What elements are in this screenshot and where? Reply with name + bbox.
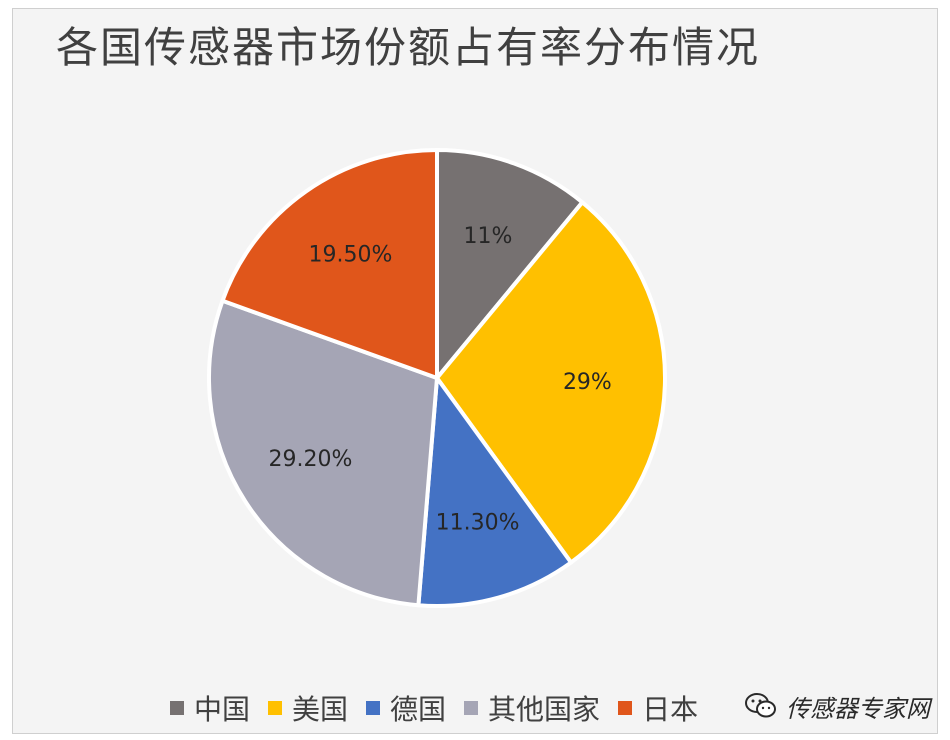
watermark-text: 传感器专家网 [786, 694, 930, 723]
legend-item-5: 日本 [618, 688, 698, 728]
chart-title: 各国传感器市场份额占有率分布情况 [56, 23, 761, 72]
wechat-icon [745, 693, 776, 718]
chart-legend: 中国 美国 德国 其他国家 日本 [170, 690, 698, 726]
legend-label: 中国 [194, 693, 251, 726]
legend-swatch [268, 701, 283, 715]
data-label-5: 19.50% [309, 242, 393, 267]
legend-label: 德国 [390, 693, 447, 726]
legend-swatch [170, 701, 184, 715]
data-label-2: 29% [563, 370, 612, 395]
legend-label: 其他国家 [488, 693, 601, 726]
data-label-4: 29.20% [269, 447, 353, 472]
pie-slice-5 [220, 148, 439, 380]
pie-slice-1 [435, 148, 585, 380]
legend-item-2: 美国 [268, 688, 348, 728]
legend-swatch [464, 701, 479, 715]
legend-swatch [618, 701, 633, 715]
legend-item-4: 其他国家 [464, 688, 600, 728]
data-label-3: 11.30% [436, 510, 520, 535]
legend-label: 美国 [292, 693, 349, 726]
pie-data-labels: 11% 29% 11.30% 29.20% 19.50% [269, 224, 612, 535]
watermark: 传感器专家网 [744, 686, 930, 726]
pie-slice-2 [435, 200, 667, 565]
legend-label: 日本 [642, 693, 699, 726]
pie-slice-4 [207, 298, 439, 608]
legend-item-1: 中国 [170, 688, 250, 728]
pie-slice-3 [416, 376, 574, 608]
pie-slices [207, 148, 667, 608]
legend-swatch [366, 701, 381, 715]
data-label-1: 11% [464, 224, 513, 249]
legend-item-3: 德国 [366, 688, 446, 728]
